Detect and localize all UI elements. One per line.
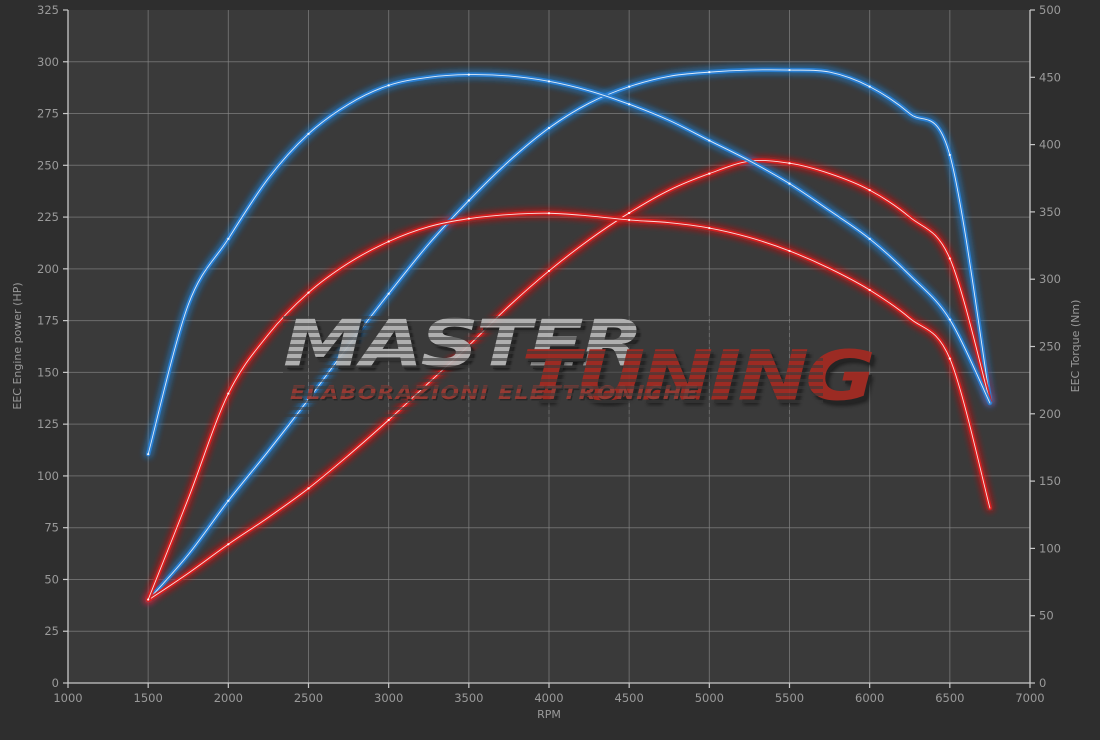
y-tick-label: 0 [52,676,59,690]
series-0-point [788,68,791,72]
y-tick-label: 300 [37,55,59,69]
series-0-core [147,69,991,601]
x-tick-label: 7000 [1015,691,1044,705]
series-2-point [467,73,470,76]
series-3-point [628,218,631,222]
tick-labels: 0 25 50 75 100 125 150 175 200 225 250 275 300 325 0 50… [37,3,1061,705]
series-3-point [948,357,951,360]
series-1-point [547,269,551,273]
series-1-point [307,487,310,490]
y-tick-label: 125 [37,417,59,431]
series-3-point [387,240,390,243]
series-1-point [467,344,470,347]
series-0-point [547,126,551,130]
y-tick-label: 325 [37,3,59,17]
series-1-point [227,543,230,546]
y-tick-label: 75 [44,521,59,535]
y-tick-label: 150 [37,365,59,379]
series-2-point [628,103,631,106]
y2-axis-title: EEC Torque (Nm) [1069,300,1082,393]
y-tick-label: 275 [37,107,59,121]
curve-layer [145,67,993,603]
x-tick-label: 4500 [615,691,644,705]
series-0-point [467,199,470,202]
x-tick-label: 6500 [935,691,964,705]
y2-tick-label: 0 [1039,676,1046,690]
series-3-point [467,217,470,220]
series-2-point [948,318,951,321]
series-2-point [227,237,230,240]
series-2-point [788,182,791,185]
series-0-point [948,153,951,157]
series-2-core [147,74,991,455]
y-tick-label: 100 [37,469,59,483]
series-0-point [708,71,711,74]
series-3-point [227,392,230,395]
y-axis-title: EEC Engine power (HP) [11,282,24,409]
series-1-point [868,189,871,192]
series-1-point [628,211,631,215]
y-tick-label: 225 [37,210,59,224]
y2-tick-label: 200 [1039,407,1061,421]
y2-tick-label: 100 [1039,541,1061,555]
series-0-point [387,292,390,295]
series-2-point [547,80,551,83]
series-3-point [708,226,711,230]
x-tick-label: 2500 [294,691,323,705]
series-1-point [708,172,711,175]
series-2-point [147,453,150,456]
series-0-point [307,398,310,401]
y-tick-label: 250 [37,158,59,172]
y-tick-label: 175 [37,314,59,328]
series-0-point [868,85,871,88]
series-2-point [868,237,871,240]
grid-lines [68,10,1030,683]
series-0-point [628,85,631,88]
x-tick-label: 1500 [134,691,163,705]
x-axis-title: RPM [537,708,561,721]
y2-tick-label: 50 [1039,609,1054,623]
x-tick-label: 3000 [374,691,403,705]
y2-tick-label: 150 [1039,474,1061,488]
y-tick-label: 50 [44,572,59,586]
x-tick-label: 6000 [855,691,884,705]
y2-tick-label: 500 [1039,3,1061,17]
y2-tick-label: 250 [1039,340,1061,354]
x-tick-label: 5000 [695,691,724,705]
series-3-point [788,249,791,253]
series-2-point [307,132,310,135]
x-tick-label: 3500 [454,691,483,705]
series-3-point [147,598,150,601]
series-2-point [387,84,390,87]
series-1-point [387,418,390,422]
series-1-point [948,257,951,260]
y2-tick-label: 350 [1039,205,1061,219]
series-1-point [788,162,791,165]
y2-tick-label: 450 [1039,70,1061,84]
series-2-point [708,139,711,142]
x-tick-label: 2000 [214,691,243,705]
series-0-point [227,499,230,502]
y-tick-label: 25 [44,624,59,638]
axes [63,9,1035,688]
x-tick-label: 5500 [775,691,804,705]
y2-tick-label: 400 [1039,138,1061,152]
x-tick-label: 4000 [534,691,563,705]
series-3-point [868,288,871,292]
y-tick-label: 200 [37,262,59,276]
series-3-point [547,212,551,215]
x-tick-label: 1000 [53,691,82,705]
series-3-point [307,291,310,294]
y2-tick-label: 300 [1039,272,1061,286]
